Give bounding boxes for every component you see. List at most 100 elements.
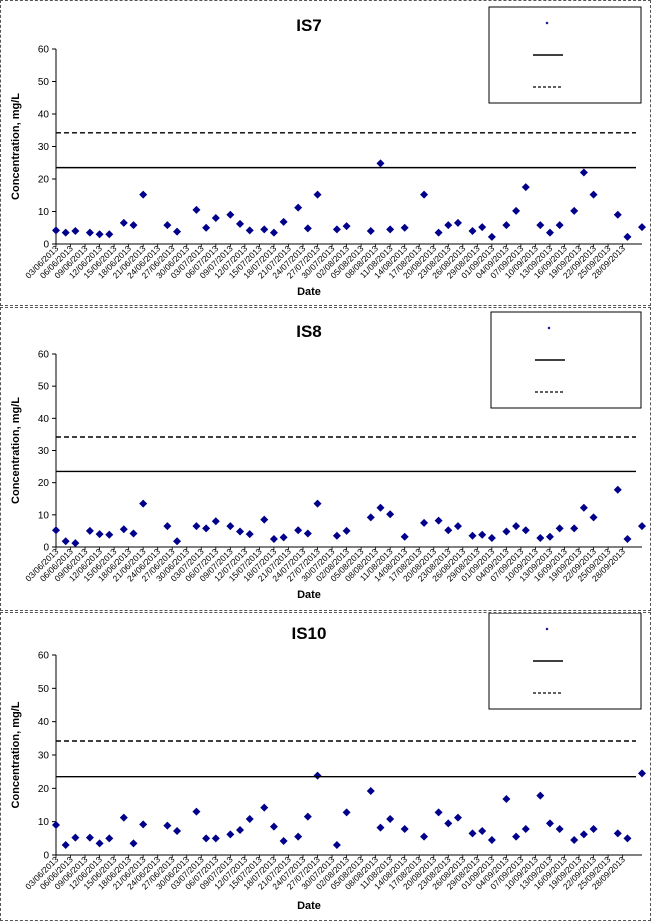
data-point [444, 221, 453, 230]
data-point [420, 518, 429, 527]
data-point [366, 227, 375, 235]
chart-panel-3: IS10 0 10 20 30 40 50 60 Concentration, mg/L 03/0… [0, 612, 651, 921]
chart-title: IS10 [292, 624, 327, 643]
data-point [521, 526, 530, 535]
data-point [638, 769, 646, 778]
data-point [570, 836, 579, 844]
data-point [279, 837, 288, 845]
data-point [119, 218, 128, 227]
y-tick-label: 10 [38, 817, 50, 828]
data-point [61, 841, 70, 849]
data-point [400, 223, 409, 232]
data-point [303, 224, 312, 233]
data-point [613, 485, 622, 494]
data-point [294, 203, 303, 212]
data-point [236, 826, 245, 834]
data-point [85, 833, 94, 842]
y-tick-label: 20 [38, 478, 50, 489]
data-point [139, 190, 148, 199]
data-point [434, 516, 443, 525]
data-point [192, 807, 201, 816]
data-point [173, 537, 182, 546]
y-tick-label: 30 [38, 751, 50, 762]
y-tick-label: 60 [38, 651, 50, 662]
data-point [236, 219, 245, 228]
data-point [52, 226, 60, 235]
data-point [444, 526, 453, 535]
data-point [512, 832, 521, 841]
data-point [71, 833, 80, 842]
y-tick-label: 40 [38, 717, 50, 728]
data-point [226, 830, 235, 839]
data-point [502, 527, 511, 536]
y-axis-label: Concentration, mg/L [10, 701, 22, 808]
y-tick-label: 0 [43, 543, 49, 554]
data-point [478, 223, 487, 232]
data-point [570, 206, 579, 215]
data-point [376, 159, 385, 168]
y-tick-label: 50 [38, 684, 50, 695]
data-point [589, 825, 598, 833]
y-tick-label: 10 [38, 207, 50, 218]
data-point [623, 834, 632, 843]
data-point [478, 530, 487, 539]
legend-marker-scatter [545, 21, 549, 25]
data-point [376, 503, 385, 512]
y-tick-label: 0 [43, 851, 49, 862]
data-point [294, 832, 303, 841]
data-point [332, 841, 341, 849]
data-point [589, 513, 598, 522]
legend-box [488, 613, 642, 710]
data-point [638, 522, 646, 531]
data-point [105, 530, 114, 539]
data-point [342, 222, 351, 231]
data-point [623, 232, 632, 241]
x-axis-label: Date [297, 589, 321, 601]
data-point [613, 210, 622, 219]
data-point [555, 825, 564, 833]
data-point [468, 531, 477, 540]
data-point [555, 221, 564, 230]
data-point [202, 524, 211, 533]
data-point [545, 819, 554, 828]
data-point [468, 227, 477, 235]
data-point [512, 206, 521, 215]
chart-title: IS8 [296, 322, 322, 341]
data-point [502, 221, 511, 230]
chart-panel-1: IS7 0 10 20 30 40 50 60 Concentration, mg/L 03/06… [0, 0, 651, 306]
data-point [163, 821, 172, 830]
data-point [129, 839, 138, 848]
data-point [400, 532, 409, 541]
data-point [313, 771, 322, 780]
data-point [434, 228, 443, 237]
y-tick-label: 60 [38, 350, 50, 361]
data-point [173, 827, 182, 835]
data-point [269, 228, 278, 237]
data-point [579, 503, 588, 512]
data-point [85, 228, 94, 237]
data-point [52, 526, 60, 535]
data-point [613, 829, 622, 838]
data-point [400, 825, 409, 833]
data-point [139, 820, 148, 829]
y-tick-label: 20 [38, 175, 50, 186]
data-point [536, 533, 545, 542]
data-point [376, 823, 385, 832]
data-point [95, 530, 104, 539]
data-point [638, 223, 646, 232]
data-point [487, 533, 496, 542]
data-point [545, 532, 554, 541]
data-point [279, 217, 288, 226]
data-point [260, 803, 269, 812]
data-point [453, 218, 462, 227]
data-point [342, 526, 351, 535]
chart-panel-2: IS8 0 10 20 30 40 50 60 Concentration, mg/L 03/06… [0, 307, 651, 611]
data-point [313, 499, 322, 508]
data-point [202, 223, 211, 232]
data-point [453, 813, 462, 822]
data-point [521, 183, 530, 192]
data-point [61, 537, 70, 546]
data-point [478, 827, 487, 835]
data-point [95, 230, 104, 239]
data-point [192, 205, 201, 214]
